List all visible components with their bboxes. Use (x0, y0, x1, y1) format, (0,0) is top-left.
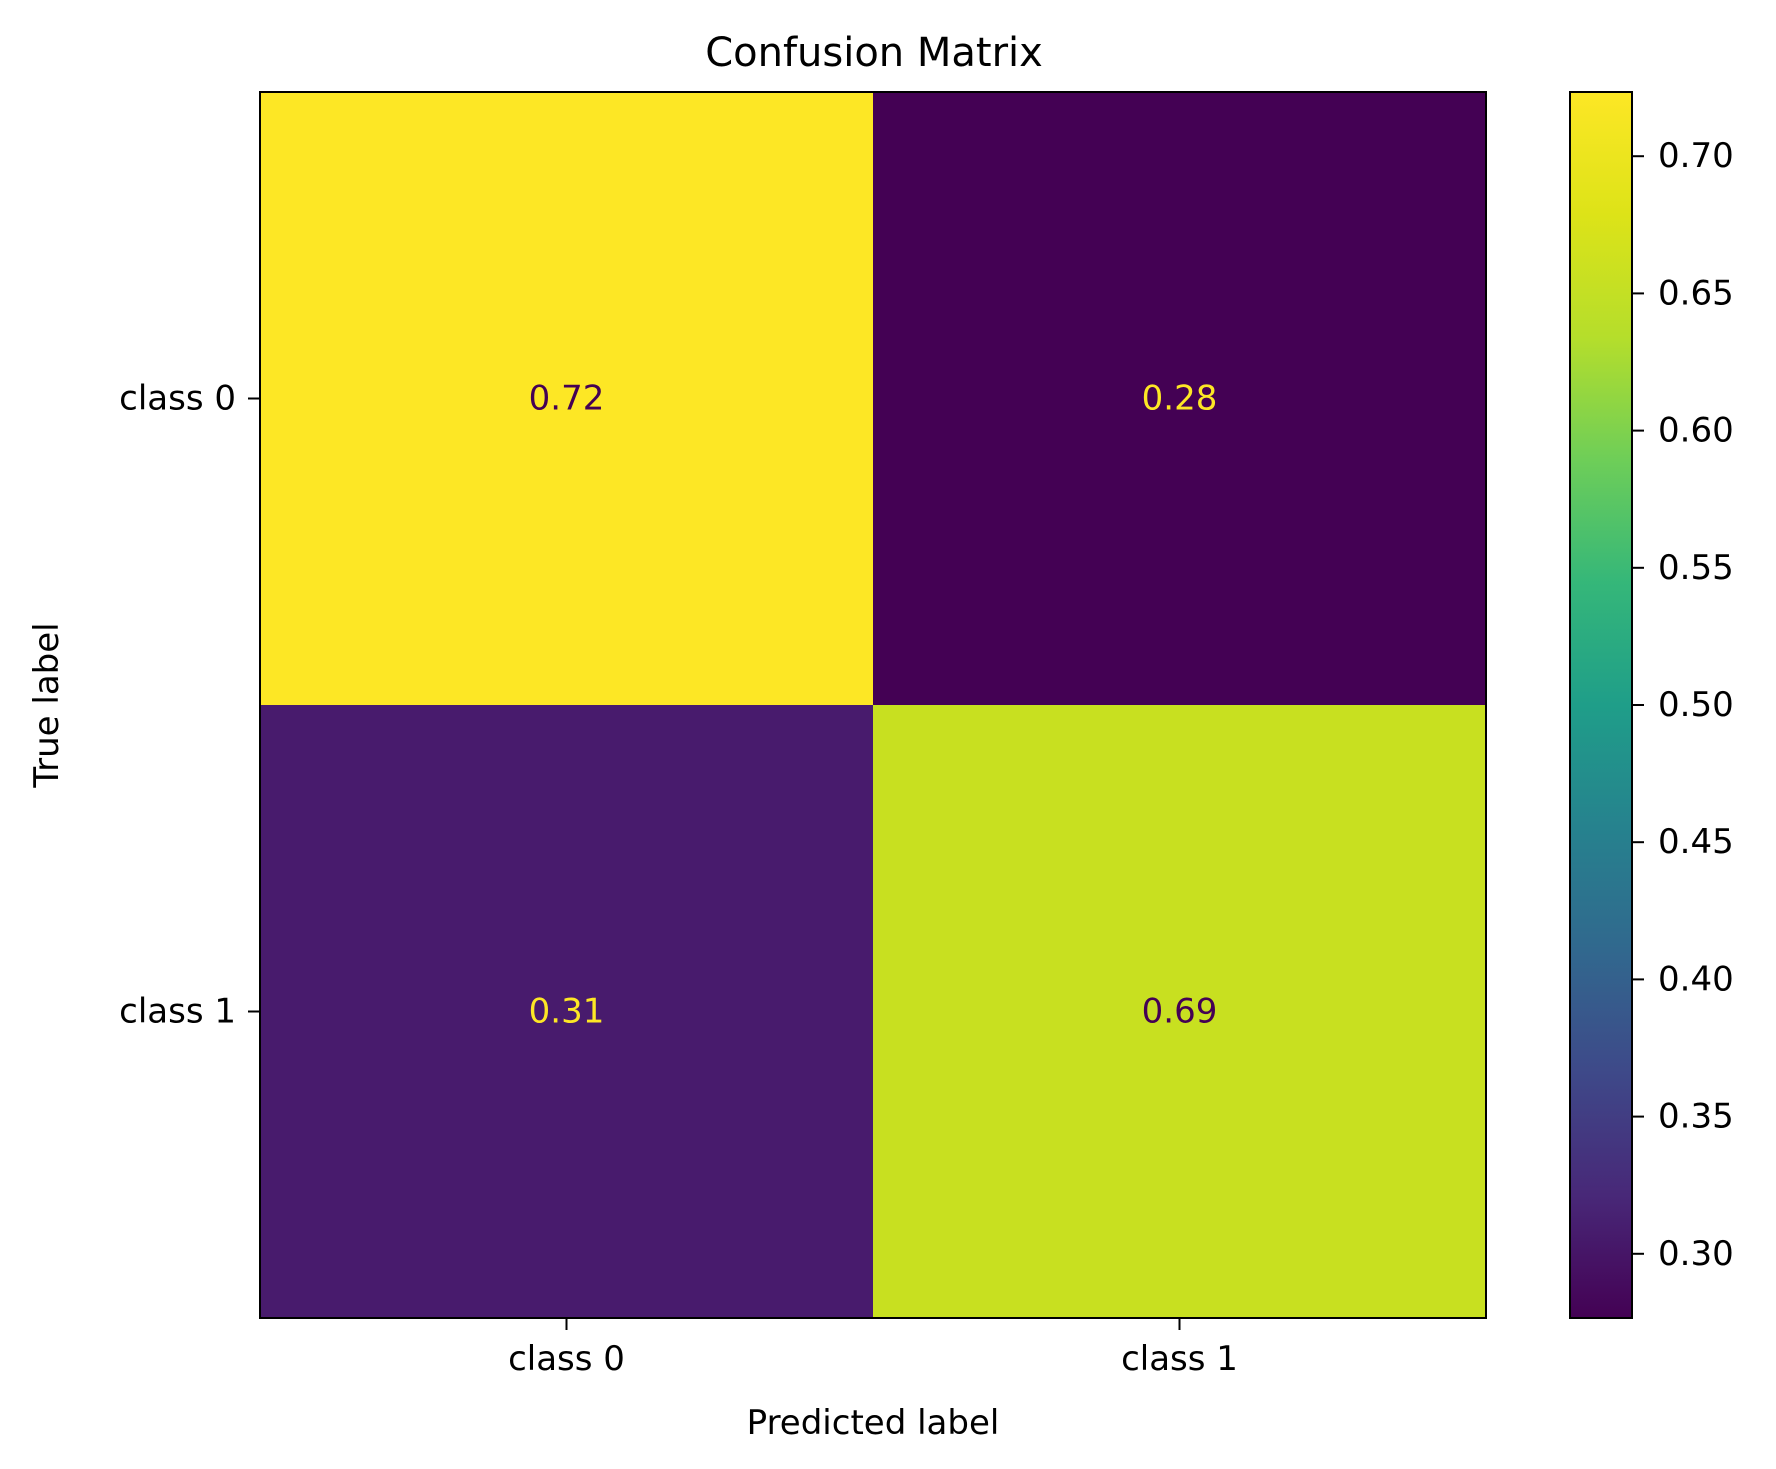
colorbar-tick-label: 0.45 (1658, 822, 1734, 862)
x-tick-label: class 0 (508, 1339, 625, 1379)
colorbar-tick-label: 0.55 (1658, 548, 1734, 588)
heatmap-cell-r1-c0 (260, 705, 873, 1318)
heatmap-cell-r1-c1 (873, 705, 1486, 1318)
heatmap-cell-r0-c1 (873, 92, 1486, 705)
colorbar-tick-label: 0.35 (1658, 1097, 1734, 1137)
y-tick-label: class 0 (119, 379, 236, 419)
colorbar-tick-label: 0.40 (1658, 959, 1734, 999)
chart-title: Confusion Matrix (705, 30, 1043, 76)
colorbar (1569, 91, 1633, 1319)
cell-value-label-r0-c1: 0.28 (1142, 379, 1218, 419)
colorbar-tick-label: 0.70 (1658, 136, 1734, 176)
y-axis-ticks: class 0 class 1 (119, 379, 260, 1032)
y-tick-label: class 1 (119, 992, 236, 1032)
y-axis-label: True label (27, 622, 67, 788)
x-axis-label: Predicted label (747, 1403, 1000, 1443)
x-tick-label: class 1 (1121, 1339, 1238, 1379)
colorbar-ticks: 0.30 0.35 0.40 0.45 0.50 0.55 0.60 0.65 0.70 (1632, 136, 1734, 1274)
plot-frame (259, 91, 1487, 1319)
heatmap-cells: 0.72 0.28 0.31 0.69 (260, 92, 1486, 1318)
cell-value-label-r1-c0: 0.31 (529, 992, 605, 1032)
cell-value-label-r1-c1: 0.69 (1142, 992, 1218, 1032)
colorbar-tick-label: 0.50 (1658, 685, 1734, 725)
colorbar-tick-label: 0.30 (1658, 1234, 1734, 1274)
colorbar-tick-label: 0.65 (1658, 273, 1734, 313)
heatmap-cell-r0-c0 (260, 92, 873, 705)
cell-value-label-r0-c0: 0.72 (529, 379, 605, 419)
colorbar-tick-label: 0.60 (1658, 411, 1734, 451)
x-axis-ticks: class 0 class 1 (508, 1318, 1238, 1379)
